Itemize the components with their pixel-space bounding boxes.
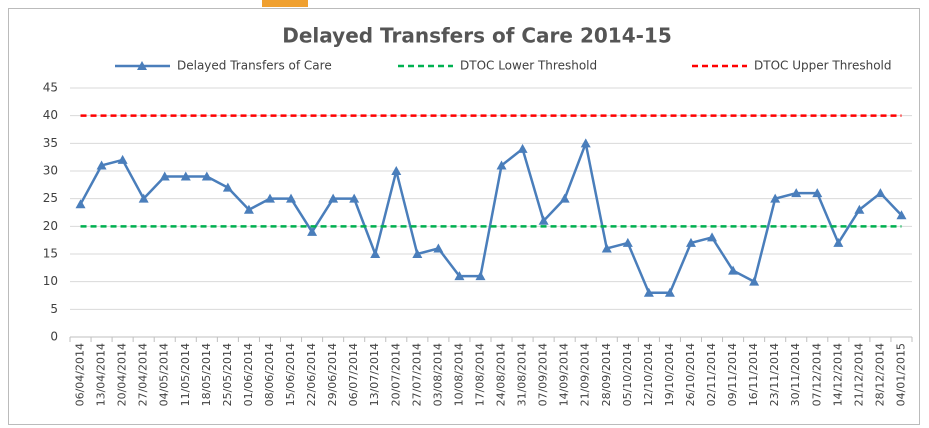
x-tick-label: 09/11/2014 (726, 343, 739, 406)
chart-frame (8, 8, 920, 425)
x-tick-label: 22/06/2014 (305, 343, 318, 406)
data-point (664, 287, 675, 297)
y-tick-label: 30 (43, 164, 58, 178)
x-tick-label: 17/08/2014 (473, 343, 486, 406)
x-tick-label: 04/05/2014 (158, 343, 171, 406)
legend-label: DTOC Lower Threshold (460, 59, 597, 73)
x-tick-label: 21/09/2014 (579, 343, 592, 406)
x-tick-label: 21/12/2014 (852, 343, 865, 406)
data-point (243, 204, 254, 214)
data-point (475, 271, 486, 281)
data-point (307, 226, 318, 236)
data-point (412, 249, 423, 258)
x-tick-label: 06/04/2014 (74, 343, 87, 406)
data-point (728, 265, 739, 275)
x-tick-label: 27/04/2014 (137, 343, 150, 406)
chart-title: Delayed Transfers of Care 2014-15 (282, 24, 672, 48)
y-tick-label: 25 (43, 191, 58, 205)
x-tick-label: 24/08/2014 (495, 343, 508, 406)
x-tick-label: 19/10/2014 (663, 343, 676, 406)
x-tick-label: 04/01/2015 (894, 343, 907, 406)
x-tick-label: 12/10/2014 (642, 343, 655, 406)
data-point (685, 237, 696, 247)
data-point (601, 243, 612, 253)
x-tick-label: 28/12/2014 (873, 343, 886, 406)
data-point (454, 271, 465, 281)
x-tick-label: 08/06/2014 (263, 343, 276, 406)
x-tick-label: 05/10/2014 (621, 343, 634, 406)
x-tick-label: 15/06/2014 (284, 343, 297, 406)
data-point (180, 171, 191, 181)
data-point (875, 188, 886, 198)
data-point (559, 193, 570, 203)
x-tick-label: 02/11/2014 (705, 343, 718, 406)
x-tick-label: 29/06/2014 (326, 343, 339, 406)
x-tick-label: 01/06/2014 (242, 343, 255, 406)
x-tick-label: 07/12/2014 (810, 343, 823, 406)
x-tick-label: 14/09/2014 (558, 343, 571, 406)
x-tick-label: 03/08/2014 (431, 343, 444, 406)
legend-label: DTOC Upper Threshold (754, 59, 892, 73)
data-point (749, 276, 760, 286)
y-tick-label: 20 (43, 219, 58, 233)
x-tick-label: 28/09/2014 (600, 343, 613, 406)
data-point (643, 287, 654, 297)
x-tick-label: 07/09/2014 (537, 343, 550, 406)
y-tick-label: 40 (43, 108, 58, 122)
x-tick-label: 11/05/2014 (179, 343, 192, 406)
data-point (538, 215, 549, 225)
x-tick-label: 27/07/2014 (410, 343, 423, 406)
data-point (833, 237, 844, 247)
data-point (791, 188, 802, 198)
x-tick-label: 06/07/2014 (347, 343, 360, 406)
data-point (328, 193, 339, 203)
x-tick-label: 13/07/2014 (368, 343, 381, 406)
decoration (262, 0, 308, 7)
data-point (138, 193, 149, 203)
y-tick-label: 5 (50, 302, 58, 316)
data-point (433, 243, 444, 253)
data-point (286, 193, 297, 203)
x-tick-label: 30/11/2014 (789, 343, 802, 406)
data-point (75, 199, 86, 209)
y-tick-label: 15 (43, 247, 58, 261)
y-tick-label: 35 (43, 136, 58, 150)
data-point (622, 237, 633, 247)
data-point (96, 160, 107, 170)
x-tick-label: 25/05/2014 (221, 343, 234, 406)
y-tick-label: 0 (50, 330, 58, 344)
y-tick-label: 10 (43, 274, 58, 288)
data-point (201, 171, 212, 181)
data-point (896, 210, 907, 220)
data-point (370, 249, 381, 258)
legend-marker (137, 61, 147, 70)
data-point (517, 143, 528, 153)
x-tick-label: 10/08/2014 (452, 343, 465, 406)
series-line (79, 138, 903, 294)
data-point (349, 193, 360, 203)
data-point (770, 193, 781, 203)
data-point (117, 154, 128, 164)
data-point (391, 166, 402, 175)
y-tick-label: 45 (43, 81, 58, 95)
data-point (854, 204, 865, 214)
data-point (707, 232, 718, 242)
data-point (222, 182, 233, 192)
data-point (159, 171, 170, 181)
data-point (580, 138, 591, 148)
x-tick-label: 13/04/2014 (95, 343, 108, 406)
data-point (812, 188, 823, 198)
x-tick-label: 20/04/2014 (116, 343, 129, 406)
x-tick-label: 26/10/2014 (684, 343, 697, 406)
x-tick-label: 14/12/2014 (831, 343, 844, 406)
data-point (264, 193, 275, 203)
x-tick-label: 16/11/2014 (747, 343, 760, 406)
data-point (496, 160, 507, 170)
legend-label: Delayed Transfers of Care (177, 59, 332, 73)
x-tick-label: 20/07/2014 (389, 343, 402, 406)
x-tick-label: 31/08/2014 (516, 343, 529, 406)
x-tick-label: 23/11/2014 (768, 343, 781, 406)
x-tick-label: 18/05/2014 (200, 343, 213, 406)
